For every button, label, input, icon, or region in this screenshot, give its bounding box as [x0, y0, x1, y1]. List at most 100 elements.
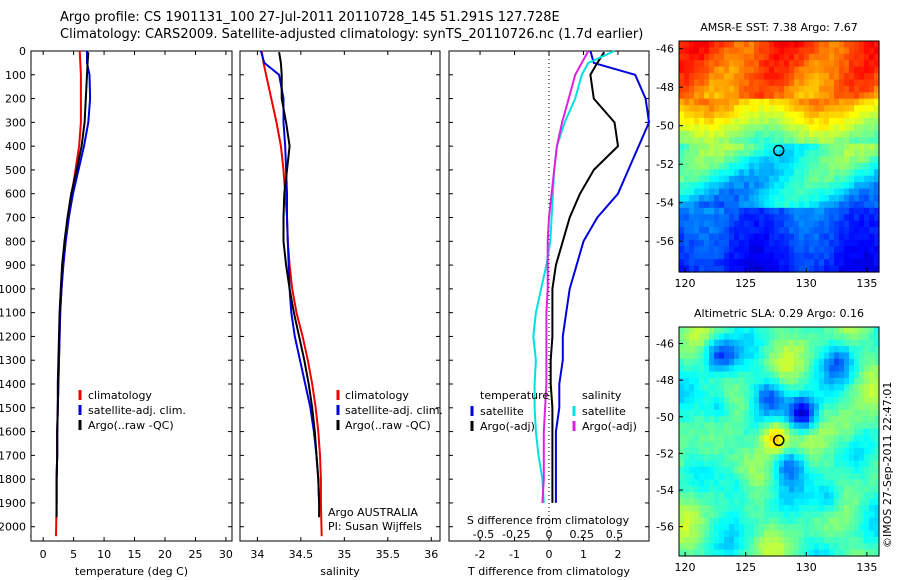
sla_map-cell — [699, 358, 705, 366]
sst_map-cell — [764, 182, 770, 190]
sla_map-cell — [694, 377, 700, 385]
sla_map-cell — [709, 536, 715, 544]
sla_map-cell — [844, 384, 850, 392]
sst_map-cell — [799, 265, 805, 273]
sst_map-cell — [774, 188, 780, 196]
sla_map-cell — [719, 473, 725, 481]
sla_map-cell — [804, 517, 810, 525]
sst_map-cell — [734, 98, 740, 106]
sla_map-cell — [839, 333, 845, 341]
sst_map-cell — [809, 259, 815, 267]
sla_map-cell — [869, 403, 875, 411]
sst_map-cell — [809, 220, 815, 228]
sla_map-cell — [719, 358, 725, 366]
sst_map-cell — [824, 130, 830, 138]
sst_map-cell — [874, 73, 880, 81]
sst_map-cell — [839, 60, 845, 68]
sla_map-cell — [739, 543, 745, 551]
sla_map-cell — [824, 530, 830, 538]
sla_map-cell — [779, 466, 785, 474]
sst_map-cell — [794, 137, 800, 145]
sla_map-cell — [869, 365, 875, 373]
sla_map-cell — [709, 377, 715, 385]
sst_map-cell — [679, 47, 685, 55]
sst_map-cell — [749, 265, 755, 273]
sst_map-cell — [819, 207, 825, 215]
sla_map-cell — [819, 441, 825, 449]
sst_map-cell — [724, 79, 730, 87]
figure-title-line-2: Climatology: CARS2009. Satellite-adjuste… — [60, 27, 644, 42]
sla_map-cell — [874, 517, 880, 525]
sst_map-cell — [844, 41, 850, 49]
legend-header: temperature — [480, 389, 549, 402]
sla_map-cell — [724, 371, 730, 379]
sst_map-cell — [814, 227, 820, 235]
sla_map-cell — [844, 447, 850, 455]
sst_map-cell — [689, 130, 695, 138]
sla_map-cell — [859, 486, 865, 493]
sla_map-cell — [774, 346, 780, 354]
sst_map-cell — [799, 175, 805, 183]
sst_map-cell — [844, 98, 850, 106]
sla_map-cell — [859, 390, 865, 398]
sst_map-cell — [729, 53, 735, 61]
sla_map-cell — [829, 428, 835, 436]
sla_map-cell — [794, 460, 800, 468]
sla_map-cell — [769, 403, 775, 411]
sst_map-cell — [679, 188, 685, 196]
sla_map-cell — [854, 441, 860, 449]
sla_map-cell — [854, 390, 860, 398]
sla_map-cell — [734, 333, 740, 341]
sst_map-cell — [824, 66, 830, 74]
sst_map-cell — [719, 79, 725, 87]
sla_map-cell — [709, 473, 715, 481]
sst_map-cell — [829, 150, 835, 158]
sla_map-cell — [779, 358, 785, 366]
sla_map-cell — [774, 339, 780, 347]
sla_map-cell — [694, 454, 700, 462]
sst_map-cell — [714, 150, 720, 158]
legend-label: Argo(..raw -QC) — [88, 419, 174, 432]
sla_map-cell — [714, 365, 720, 373]
sla_map-cell — [774, 498, 780, 506]
sla_map-cell — [774, 517, 780, 525]
sla_map-cell — [829, 447, 835, 455]
sst_map-cell — [734, 41, 740, 49]
sst_map-cell — [814, 41, 820, 49]
sla_map-cell — [744, 371, 750, 379]
temperature-xtick-label: 10 — [97, 548, 111, 561]
sst_map-cell — [774, 246, 780, 254]
sla_map-cell — [784, 447, 790, 455]
sst_map-cell — [754, 79, 760, 87]
sst_map-cell — [759, 124, 765, 132]
sla_map-cell — [799, 517, 805, 525]
sst_map-cell — [749, 246, 755, 254]
depth-tick-label: 1700 — [0, 449, 26, 462]
sla_map-cell — [724, 460, 730, 468]
sla_map-cell — [729, 460, 735, 468]
sst_map-cell — [759, 85, 765, 93]
sst_map-cell — [699, 182, 705, 190]
sla_map-cell — [869, 396, 875, 404]
sst_map-cell — [749, 79, 755, 87]
sla_map-cell — [719, 530, 725, 538]
sla_map-cell — [724, 409, 730, 417]
sst_map-cell — [799, 214, 805, 222]
sst_map-cell — [849, 143, 855, 151]
sla_map-cell — [709, 422, 715, 430]
sla_map-cell — [874, 530, 880, 538]
sla_map-cell — [854, 498, 860, 506]
sst_map-cell — [819, 239, 825, 247]
sst_map-cell — [874, 143, 880, 151]
sst_map-cell — [679, 195, 685, 203]
sla_map-cell — [829, 473, 835, 481]
sla_map-cell — [749, 441, 755, 449]
sla_map-cell — [829, 441, 835, 449]
sla_map-cell — [744, 396, 750, 404]
sst_map-cell — [759, 195, 765, 203]
sla_map-cell — [709, 511, 715, 519]
sst_map-cell — [724, 169, 730, 177]
sla_map-cell — [849, 466, 855, 474]
sst_map-cell — [779, 182, 785, 190]
sla_map-cell — [859, 346, 865, 354]
